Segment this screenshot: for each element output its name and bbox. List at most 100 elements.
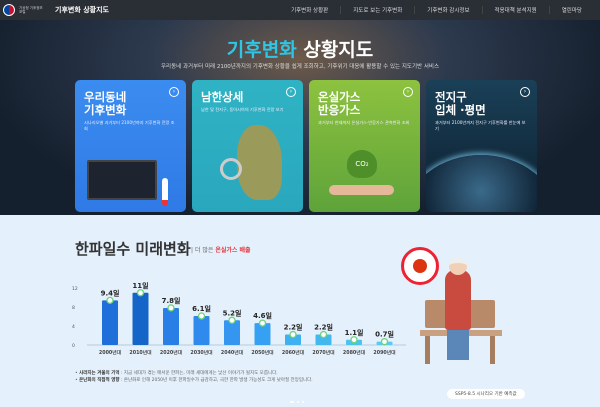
- x-tick-label: 2030년대: [190, 349, 213, 356]
- dot[interactable]: [302, 401, 304, 403]
- cold-days-chart: 0 4 8 12 9.4일 2000년대 11일 2010년대 7.8일 2020년대 6.1일 20…: [72, 281, 406, 356]
- y-tick-label: 8: [72, 305, 75, 311]
- bar-value-label: 11일: [132, 281, 148, 290]
- bar-marker: [319, 330, 328, 339]
- dot[interactable]: [297, 401, 299, 403]
- bar: [102, 300, 118, 345]
- taegeuk-icon: [3, 4, 15, 16]
- card-title: 입체 ·평면: [435, 103, 486, 117]
- bar: [193, 316, 210, 345]
- card-title: 반응가스: [318, 103, 361, 117]
- card-desc: 시나리오별 과거부터 2100년까지 기후변화 전망 조회: [84, 120, 175, 131]
- bar-value-label: 0.7일: [375, 330, 394, 339]
- scenario-footnote: SSP5-8.5 시나리오 기반 예측값: [447, 389, 525, 399]
- note-text: 온난화로 인해 2050년 이후 한파일수가 급감하고, 극한 한파 발생 가능…: [123, 378, 313, 383]
- card-title: 남한상세: [201, 90, 244, 104]
- bar-marker: [136, 289, 145, 297]
- bar-value-label: 4.6일: [253, 311, 272, 320]
- card-desc: 남한 및 전지구, 동아시아의 기후변화 전망 보기: [201, 107, 284, 112]
- dot[interactable]: [290, 401, 294, 403]
- title-rest: 상황지도: [303, 39, 374, 61]
- x-tick-label: 2040년대: [221, 349, 244, 356]
- notes: • 사라지는 겨울의 기억 : 지금 세대가 겪는 매서운 한파는, 미래 세대…: [75, 370, 313, 384]
- arrow-right-icon: ›: [520, 87, 530, 97]
- y-tick-label: 12: [72, 286, 78, 292]
- card-title: 우리동네: [84, 90, 127, 104]
- bar: [163, 307, 179, 345]
- carousel-indicator[interactable]: [290, 401, 304, 403]
- korea-map-illustration: [237, 125, 282, 200]
- card-local-climate[interactable]: 우리동네 기후변화 시나리오별 과거부터 2100년까지 기후변화 전망 조회 ›: [75, 80, 186, 212]
- x-tick-label: 2010년대: [129, 349, 152, 356]
- bar-marker: [197, 312, 206, 320]
- bar: [132, 292, 149, 345]
- bar-marker: [289, 330, 297, 339]
- section-title: 한파일수 미래변화: [75, 240, 191, 258]
- card-south-korea-detail[interactable]: 남한상세 남한 및 전지구, 동아시아의 기후변화 전망 보기 ›: [192, 80, 303, 212]
- nav-adaptation[interactable]: 적응대책 분석지원: [481, 6, 549, 14]
- bar-marker: [258, 319, 267, 327]
- bar: [315, 334, 332, 345]
- arrow-right-icon: ›: [169, 87, 179, 97]
- bar: [254, 323, 271, 345]
- nav-map-climate[interactable]: 지도로 보는 기후변화: [340, 6, 414, 14]
- main-nav: 기후변화 상황판 지도로 보는 기후변화 기후변화 감시정보 적응대책 분석지원…: [279, 0, 594, 20]
- sub-highlight: 온실가스 배출: [215, 247, 251, 254]
- nav-monitoring[interactable]: 기후변화 감시정보: [414, 6, 481, 14]
- bar-marker: [167, 304, 175, 312]
- note-head: 온난화의 직접적 영향: [79, 378, 120, 383]
- person-on-bench-illustration: [415, 257, 505, 370]
- x-tick-label: 2050년대: [251, 349, 274, 356]
- bar-marker: [228, 316, 236, 324]
- thermometer-icon: [162, 178, 168, 206]
- x-tick-label: 2090년대: [373, 349, 396, 356]
- card-desc: 과거부터 현재까지 온실가스·반응가스 관측변화 조회: [318, 120, 410, 125]
- bar: [224, 320, 240, 345]
- x-tick-label: 2060년대: [282, 349, 305, 356]
- card-global[interactable]: 전지구 입체 ·평면 과거부터 2100년까지 전지구 기후변화를 한눈에 보기 …: [426, 80, 537, 212]
- laptop-illustration: [87, 160, 157, 200]
- card-title: 기후변화: [84, 103, 127, 117]
- note-text: 지금 세대가 겪는 매서운 한파는, 미래 세대에게는 낯선 이야기가 될지도 …: [123, 371, 278, 376]
- bar: [285, 334, 301, 345]
- title-accent: 기후변화: [226, 39, 297, 61]
- bar-value-label: 9.4일: [101, 288, 120, 297]
- earth-illustration: [426, 155, 537, 212]
- x-tick-label: 2000년대: [99, 349, 122, 356]
- bar-value-label: 5.2일: [223, 308, 242, 317]
- top-header: 기상청 기후정보포털 기후변화 상황지도 기후변화 상황판 지도로 보는 기후변…: [0, 0, 600, 20]
- y-tick-label: 0: [72, 343, 75, 349]
- bar-marker: [350, 336, 358, 344]
- org-logo[interactable]: 기상청 기후정보포털: [3, 4, 45, 16]
- sub-prefix: 더 많은: [194, 247, 214, 254]
- bar-marker: [380, 338, 389, 346]
- bar-value-label: 6.1일: [192, 304, 211, 313]
- org-name: 기상청 기후정보포털: [19, 6, 43, 14]
- x-tick-label: 2020년대: [160, 349, 183, 356]
- site-title[interactable]: 기후변화 상황지도: [55, 6, 109, 14]
- bar-value-label: 2.2일: [284, 323, 303, 332]
- bar-marker: [106, 296, 114, 305]
- note-item: • 온난화의 직접적 영향 : 온난화로 인해 2050년 이후 한파일수가 급…: [75, 378, 313, 383]
- section-subtitle: | 더 많은 온실가스 배출: [191, 247, 251, 254]
- nav-open-forum[interactable]: 열린마당: [548, 6, 594, 14]
- hand-illustration: [329, 185, 394, 195]
- bar-value-label: 2.2일: [314, 323, 333, 332]
- nav-climate-dashboard[interactable]: 기후변화 상황판: [291, 8, 329, 14]
- hero-subtitle: 우리동네 과거부터 미래 2100년까지의 기후변화 상황을 쉽게 조회하고, …: [160, 64, 440, 70]
- note-head: 사라지는 겨울의 기억: [79, 371, 120, 376]
- bar-value-label: 7.8일: [162, 296, 181, 305]
- card-title: 온실가스: [318, 90, 361, 104]
- y-tick-label: 4: [72, 324, 75, 330]
- x-tick-label: 2070년대: [312, 349, 335, 356]
- card-title: 전지구: [435, 90, 467, 104]
- bar-value-label: 1.1일: [345, 328, 364, 337]
- magnifier-icon: [220, 158, 242, 180]
- note-item: • 사라지는 겨울의 기억 : 지금 세대가 겪는 매서운 한파는, 미래 세대…: [75, 371, 278, 376]
- card-greenhouse-gas[interactable]: 온실가스 반응가스 과거부터 현재까지 온실가스·반응가스 관측변화 조회 › C…: [309, 80, 420, 212]
- arrow-right-icon: ›: [286, 87, 296, 97]
- hero-title: 기후변화 상황지도: [0, 35, 600, 62]
- arrow-right-icon: ›: [403, 87, 413, 97]
- x-tick-label: 2080년대: [343, 349, 366, 356]
- card-desc: 과거부터 2100년까지 전지구 기후변화를 한눈에 보기: [435, 120, 526, 131]
